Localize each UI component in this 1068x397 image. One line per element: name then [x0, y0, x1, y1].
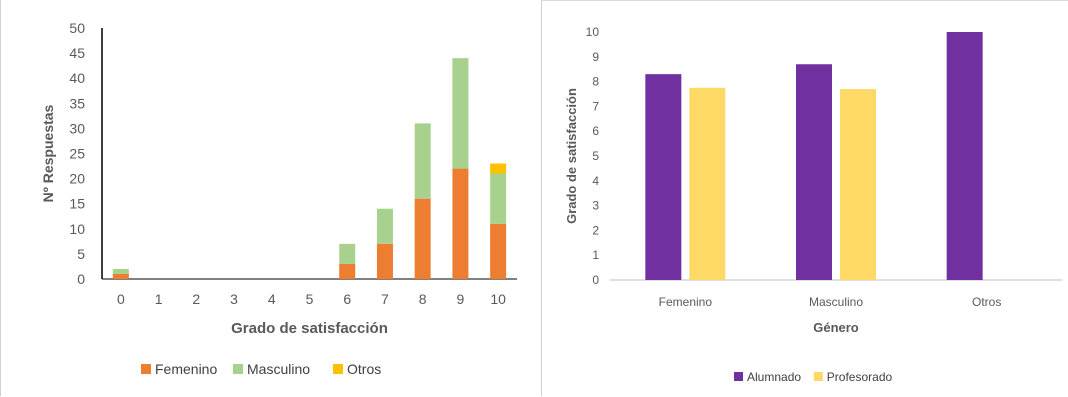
x-tick-label: Femenino: [659, 295, 713, 309]
y-tick-label: 50: [69, 20, 85, 36]
y-tick-label: 0: [77, 271, 85, 287]
bar-masculino-10: [490, 173, 507, 224]
bar-alumnado-masculino: [796, 64, 832, 280]
y-tick-label: 4: [592, 174, 599, 188]
y-tick-label: 30: [69, 120, 85, 136]
legend-label-alumnado: Alumnado: [747, 370, 801, 384]
x-tick-label: 8: [419, 291, 427, 307]
x-tick-label: 6: [343, 291, 351, 307]
legend-label-femenino: Femenino: [155, 361, 217, 377]
bar-alumnado-otros: [946, 32, 983, 280]
y-tick-label: 40: [69, 70, 85, 86]
y-axis-title: Grado de satisfacción: [564, 88, 579, 224]
y-tick-label: 7: [592, 99, 599, 113]
legend-swatch-profesorado: [813, 372, 823, 381]
x-axis-title: Grado de satisfacción: [231, 320, 388, 337]
bar-masculino-9: [452, 58, 469, 169]
x-tick-label: 4: [268, 291, 276, 307]
y-tick-label: 9: [592, 50, 599, 64]
legend-swatch-masculino: [233, 364, 243, 374]
bar-masculino-7: [376, 208, 393, 244]
bar-femenino-10: [490, 223, 507, 279]
bar-femenino-9: [452, 168, 469, 279]
y-tick-label: 5: [592, 149, 599, 163]
x-tick-label: 7: [381, 291, 389, 307]
y-tick-label: 35: [69, 95, 85, 111]
y-tick-label: 10: [69, 221, 85, 237]
x-tick-label: 1: [155, 291, 163, 307]
y-tick-label: 2: [592, 223, 599, 237]
legend-label-masculino: Masculino: [247, 361, 310, 377]
x-tick-label: Masculino: [809, 295, 863, 309]
bar-masculino-0: [112, 268, 129, 274]
y-tick-label: 3: [592, 199, 599, 213]
bar-profesorado-masculino: [840, 89, 876, 280]
legend-swatch-femenino: [141, 364, 151, 374]
y-tick-label: 0: [592, 273, 599, 287]
grouped-bar-chart: 0 1 2 3 4 5 6 7 8 9 10 Femenino Masculino Otros Género…: [564, 25, 1062, 384]
chart-panel-satisfaction-histogram: 0 5 10 15 20 25 30 35 40 45 50 0 1 2 3 4 5 6 7 8 9 10 Grado de…: [0, 0, 542, 396]
legend-swatch-otros: [333, 364, 343, 374]
bar-femenino-0: [112, 273, 129, 279]
y-tick-label: 25: [69, 146, 85, 162]
x-tick-label: 2: [192, 291, 200, 307]
legend-label-profesorado: Profesorado: [827, 370, 893, 384]
bar-alumnado-femenino: [645, 74, 682, 280]
y-tick-label: 20: [69, 171, 85, 187]
bar-femenino-6: [339, 263, 356, 279]
y-tick-label: 6: [592, 124, 599, 138]
bar-otros-10: [490, 163, 507, 174]
bar-masculino-8: [414, 123, 431, 199]
x-tick-label: 10: [490, 291, 506, 307]
legend-swatch-alumnado: [734, 372, 743, 381]
x-tick-label: 3: [230, 291, 238, 307]
y-tick-label: 1: [592, 248, 599, 262]
bar-profesorado-femenino: [689, 87, 726, 280]
x-tick-label: 5: [306, 291, 314, 307]
y-tick-label: 5: [77, 246, 85, 262]
y-tick-label: 8: [592, 75, 599, 89]
chart-panel-satisfaction-by-gender: 0 1 2 3 4 5 6 7 8 9 10 Femenino Masculino Otros Género…: [542, 0, 1068, 396]
y-tick-label: 15: [69, 196, 85, 212]
y-tick-label: 45: [69, 45, 85, 61]
x-tick-label: 9: [457, 291, 465, 307]
x-axis-title: Género: [813, 320, 859, 335]
bar-masculino-6: [339, 243, 356, 264]
y-axis-title: Nº Respuestas: [40, 104, 56, 202]
bar-femenino-7: [376, 243, 393, 279]
y-tick-label: 10: [586, 25, 600, 39]
x-tick-label: 0: [117, 291, 125, 307]
bar-femenino-8: [414, 198, 431, 279]
legend-label-otros: Otros: [347, 361, 381, 377]
x-tick-label: Otros: [972, 295, 1001, 309]
